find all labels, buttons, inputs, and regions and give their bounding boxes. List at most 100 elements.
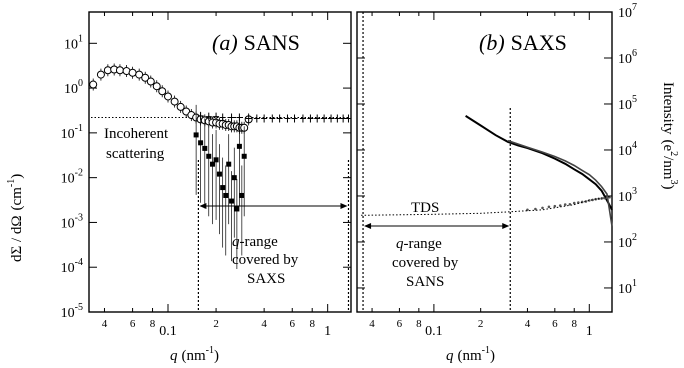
panel-a-xlabel: q (nm-1) [170,345,219,364]
panel-a-xtick-minor-label: 8 [309,318,315,330]
panel-b-ytick-label: 102 [618,232,637,251]
panel-b-xtick-label: 1 [586,324,593,339]
saxs-range-arrowhead-left [199,203,207,209]
sans-qrange-line1: q-range [396,236,442,252]
sans-point-square [229,198,235,204]
sans-point-square [210,161,216,167]
panel-a-label: (a) SANS [212,30,300,55]
panel-a-xtick-minor-label: 6 [130,318,136,330]
sans-point-square [239,192,245,198]
panel-b-ytick-label: 107 [618,2,637,21]
panel-a-axes: 0.1 1 4 6 8 2 4 6 8 101 100 10-1 10-2 10-3 10-4 10-5 [61,12,351,339]
sans-point-circle [158,87,167,96]
panel-b-axes: 0.1 1 4 6 8 2 4 6 8 107 106 105 104 103 102 101 [357,2,637,339]
panel-b-data [361,12,613,312]
sans-point-plus [213,112,220,121]
sans-point-plus [253,114,260,123]
panel-a-xtick-minor-label: 4 [261,318,267,330]
tds-point [534,207,537,211]
sans-point-square [213,157,219,163]
sans-point-plus [291,114,298,123]
sans-point-plus [276,114,283,123]
sans-point-circle [176,102,185,111]
panel-a-xtick-label: 0.1 [159,324,177,339]
tds-point [558,204,562,207]
panel-a-ytick-label: 101 [64,33,83,52]
panel-b-xtick-minor-label: 2 [478,318,484,330]
panel-b-xtick-minor-label: 6 [397,318,403,330]
sans-point-square [231,175,237,181]
incoherent-label-line2: scattering [106,146,165,162]
sans-point-circle [96,70,105,79]
tds-point [547,205,551,209]
saxs-qrange-line2: covered by [232,252,299,268]
panel-b-xtick-label: 0.1 [425,324,443,339]
saxs-qrange-line3: SAXS [247,271,285,287]
tds-point [553,204,557,208]
sans-point-plus [328,114,335,123]
sans-qrange-line3: SANS [406,274,444,290]
sans-point-square [234,206,240,212]
tds-point [584,200,588,203]
sans-point-square [220,185,226,191]
sans-point-plus [269,114,276,123]
sans-range-arrowhead-left [364,223,372,229]
sans-point-square [241,153,247,159]
panel-b-label: (b) SAXS [479,30,567,55]
tds-point [541,206,544,210]
panel-b-ytick-label: 103 [618,186,637,205]
panel-a-data [89,63,352,312]
tds-curve [361,195,613,216]
sans-point-square [236,143,242,149]
panel-a-xtick-minor-label: 4 [102,318,108,330]
panel-a-ytick-label: 100 [64,78,83,97]
sans-point-plus [307,114,314,123]
sans-point-plus [314,114,321,123]
panel-a-ytick-label: 10-1 [61,123,83,142]
sans-point-square [193,132,199,138]
panel-b-frame [356,11,613,313]
sans-point-square [216,171,222,177]
sans-point-circle [128,68,137,77]
sans-point-square [206,153,212,159]
sans-point-square [202,145,208,151]
panel-a-xtick-minor-label: 2 [213,318,219,330]
sans-point-circle [135,70,144,79]
sans-point-circle [141,73,150,82]
sans-point-plus [245,114,252,123]
sans-point-circle [170,97,179,106]
sans-point-plus [228,113,235,122]
incoherent-label-line1: Incoherent [104,126,169,142]
tds-point [572,201,576,205]
sans-point-plus [340,114,347,123]
panel-b-xtick-minor-label: 4 [369,318,375,330]
panel-b: (b) SAXS 0.1 1 4 6 8 2 4 6 8 107 106 105 104 103 102 101… [356,2,637,339]
panel-b-xtick-minor-label: 8 [571,318,577,330]
sans-point-plus [219,113,226,122]
panel-b-xtick-minor-label: 4 [525,318,531,330]
sans-point-circle [115,66,124,75]
sans-point-circle [89,80,98,89]
tds-point [568,202,572,206]
sans-point-plus [284,114,291,123]
sans-point-circle [146,77,155,86]
panel-b-xtick-minor-label: 6 [552,318,558,330]
panel-a-ylabel: dΣ / dΩ(cm-1) [6,174,25,262]
saxs-curve [507,139,613,227]
tds-point [591,198,594,202]
panel-b-xlabel: q (nm-1) [446,345,495,364]
saxs-qrange-line1: q-range [232,234,278,250]
sans-point-circle [152,82,161,91]
tds-label: TDS [411,200,439,216]
saxs-curve [465,115,613,211]
sans-point-plus [205,112,212,121]
panel-b-ytick-label: 101 [618,278,637,297]
sans-qrange-line2: covered by [392,255,459,271]
panel-b-ytick-label: 104 [618,140,637,159]
panel-b-ytick-label: 106 [618,48,637,67]
panel-b-ylabel: Intensity(e2/nm3) [660,82,679,190]
panel-a-ytick-label: 10-5 [61,302,83,321]
panel-a: (a) SANS 0.1 1 4 6 8 2 4 6 8 101 100 10-1 10-2 10-3 10-… [61,11,352,339]
sans-point-circle [164,92,173,101]
